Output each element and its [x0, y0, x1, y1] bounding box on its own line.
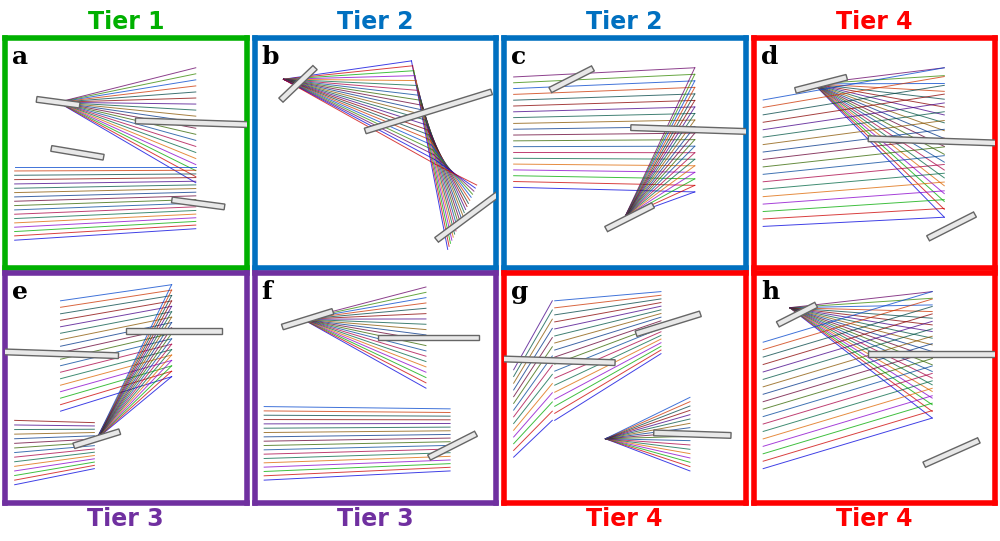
Polygon shape: [923, 438, 980, 467]
Text: Tier 1: Tier 1: [88, 10, 164, 34]
Polygon shape: [364, 89, 492, 134]
Polygon shape: [378, 335, 479, 340]
Text: a: a: [12, 45, 28, 69]
Polygon shape: [171, 197, 225, 210]
Polygon shape: [0, 349, 119, 359]
Polygon shape: [605, 203, 654, 232]
Polygon shape: [549, 66, 594, 93]
Text: Tier 3: Tier 3: [337, 507, 414, 531]
Polygon shape: [631, 125, 764, 135]
Polygon shape: [279, 65, 317, 102]
Text: Tier 2: Tier 2: [586, 10, 663, 34]
Text: h: h: [761, 280, 779, 304]
Text: c: c: [511, 45, 526, 69]
Polygon shape: [281, 309, 334, 329]
Polygon shape: [126, 328, 222, 334]
Polygon shape: [51, 146, 104, 160]
Text: e: e: [12, 280, 28, 304]
Polygon shape: [435, 192, 499, 242]
Polygon shape: [489, 355, 615, 366]
Text: f: f: [262, 280, 272, 304]
Polygon shape: [868, 136, 1000, 147]
Polygon shape: [428, 431, 477, 460]
Polygon shape: [635, 311, 701, 337]
Polygon shape: [73, 429, 121, 448]
Polygon shape: [36, 96, 80, 108]
Polygon shape: [927, 212, 976, 241]
Text: g: g: [511, 280, 529, 304]
Text: b: b: [262, 45, 279, 69]
Polygon shape: [654, 430, 731, 438]
Polygon shape: [776, 302, 818, 327]
Text: Tier 4: Tier 4: [836, 10, 912, 34]
Polygon shape: [795, 75, 848, 93]
Polygon shape: [135, 118, 261, 128]
Text: Tier 4: Tier 4: [586, 507, 663, 531]
Text: Tier 3: Tier 3: [87, 507, 164, 531]
Polygon shape: [868, 351, 1000, 357]
Text: d: d: [761, 45, 778, 69]
Text: Tier 2: Tier 2: [337, 10, 414, 34]
Text: Tier 4: Tier 4: [836, 507, 912, 531]
